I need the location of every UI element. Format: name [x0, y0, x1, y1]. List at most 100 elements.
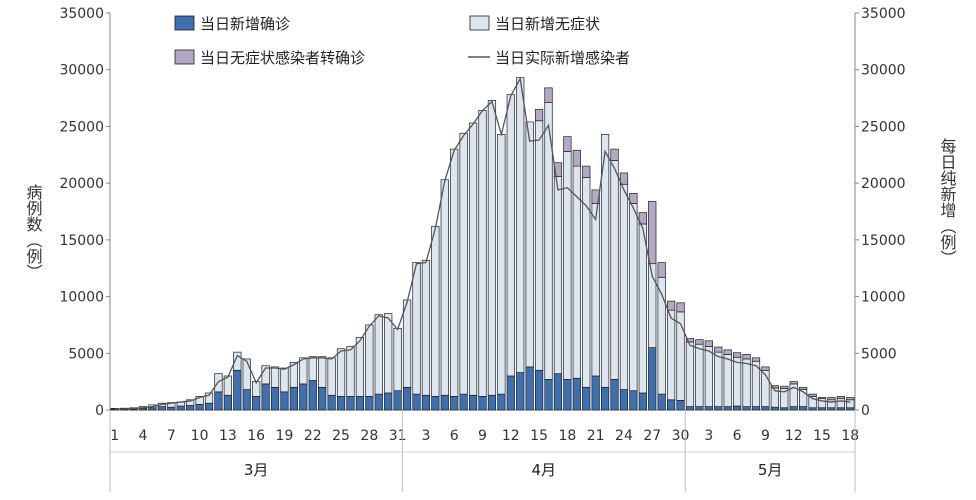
y-tick-label-left: 35000	[59, 6, 104, 22]
bar-asymptomatic	[242, 358, 251, 390]
bar-confirmed	[751, 406, 761, 411]
bar-asymptomatic	[270, 366, 280, 388]
bar-converted	[544, 87, 553, 103]
bar-asymptomatic	[506, 94, 515, 377]
bar-asymptomatic	[204, 392, 214, 404]
bar-converted	[563, 136, 572, 152]
bar-confirmed	[714, 406, 723, 411]
bar-confirmed	[431, 396, 440, 411]
bar-asymptomatic	[525, 121, 534, 368]
bar-confirmed	[186, 405, 195, 411]
bar-confirmed	[525, 366, 534, 411]
x-tick-label: 31	[389, 428, 407, 444]
y-tick-label-right: 35000	[861, 6, 906, 22]
bar-converted	[827, 397, 836, 401]
bar-asymptomatic	[629, 203, 638, 392]
x-tick-label: 10	[191, 428, 209, 444]
y-tick-label-left: 15000	[59, 233, 104, 249]
bar-asymptomatic	[450, 148, 459, 397]
bar-confirmed	[610, 379, 619, 411]
bar-asymptomatic	[478, 110, 487, 397]
x-tick-label: 3	[704, 428, 713, 444]
bar-converted	[751, 357, 761, 362]
bar-confirmed	[233, 369, 242, 411]
bar-confirmed	[666, 399, 676, 411]
bar-confirmed	[308, 380, 317, 411]
x-tick-label: 16	[247, 428, 265, 444]
bar-asymptomatic	[610, 160, 619, 380]
bar-converted	[836, 396, 845, 400]
x-tick-label: 25	[332, 428, 350, 444]
bar-confirmed	[553, 373, 563, 411]
y-tick-label-right: 10000	[861, 290, 906, 306]
bar-asymptomatic	[563, 151, 572, 380]
bar-confirmed	[195, 403, 204, 411]
bar-asymptomatic	[431, 225, 440, 397]
bar-converted	[846, 397, 855, 401]
bar-asymptomatic	[827, 399, 836, 409]
bar-confirmed	[619, 389, 629, 411]
bar-confirmed	[534, 369, 544, 411]
bar-confirmed	[450, 396, 459, 411]
bar-converted	[817, 397, 827, 399]
x-tick-label: 15	[813, 428, 831, 444]
bar-confirmed	[176, 405, 185, 411]
net-line	[114, 76, 851, 410]
bar-asymptomatic	[600, 134, 610, 388]
bar-asymptomatic	[355, 337, 365, 397]
ylabel-right: 每日纯新增（例）	[938, 138, 957, 266]
bar-confirmed	[789, 406, 798, 411]
bar-asymptomatic	[402, 299, 412, 388]
bar-asymptomatic	[384, 313, 393, 394]
bar-asymptomatic	[233, 351, 242, 371]
bar-confirmed	[421, 394, 431, 411]
bar-confirmed	[516, 372, 525, 411]
bar-converted	[723, 349, 732, 355]
bar-confirmed	[167, 406, 176, 411]
y-tick-label-left: 30000	[59, 63, 104, 79]
legend-label-converted: 当日无症状感染者转确诊	[200, 49, 365, 67]
x-tick-label: 18	[841, 428, 859, 444]
bar-confirmed	[732, 405, 742, 411]
month-axis: 3月 4月 5月	[109, 410, 856, 492]
bar-confirmed	[384, 392, 393, 411]
bar-confirmed	[497, 393, 506, 411]
bar-asymptomatic	[732, 356, 742, 407]
bar-asymptomatic	[685, 341, 695, 407]
bar-confirmed	[289, 386, 299, 411]
bar-asymptomatic	[289, 362, 299, 388]
bar-asymptomatic	[393, 327, 402, 392]
bar-asymptomatic	[695, 343, 704, 407]
y-tick-label-left: 5000	[68, 346, 104, 362]
bar-confirmed	[582, 386, 591, 411]
bar-confirmed	[374, 393, 383, 411]
bar-confirmed	[657, 393, 666, 411]
bar-converted	[761, 366, 770, 371]
bar-converted	[629, 193, 638, 204]
y-tick-label-right: 30000	[861, 63, 906, 79]
bar-confirmed	[629, 390, 638, 411]
bar-confirmed	[157, 406, 166, 411]
bar-confirmed	[563, 379, 572, 411]
bar-asymptomatic	[516, 77, 525, 373]
legend-label-confirmed: 当日新增确诊	[200, 15, 290, 33]
bar-asymptomatic	[553, 175, 563, 375]
legend-label-asymptomatic: 当日新增无症状	[495, 15, 600, 33]
bar-asymptomatic	[714, 351, 723, 407]
bar-asymptomatic	[195, 396, 204, 405]
x-tick-label: 13	[219, 428, 237, 444]
x-tick-label: 4	[139, 428, 148, 444]
bar-confirmed	[695, 406, 704, 411]
x-tick-label: 24	[615, 428, 633, 444]
bar-converted	[780, 385, 789, 389]
bar-confirmed	[600, 386, 610, 411]
bar-converted	[572, 149, 581, 167]
x-tick-label: 15	[530, 428, 548, 444]
bar-asymptomatic	[365, 324, 374, 397]
bar-converted	[685, 338, 695, 343]
x-tick-label: 19	[276, 428, 294, 444]
bar-converted	[553, 162, 563, 177]
bar-confirmed	[591, 375, 600, 411]
bar-confirmed	[723, 406, 732, 411]
y-tick-label-left: 10000	[59, 290, 104, 306]
